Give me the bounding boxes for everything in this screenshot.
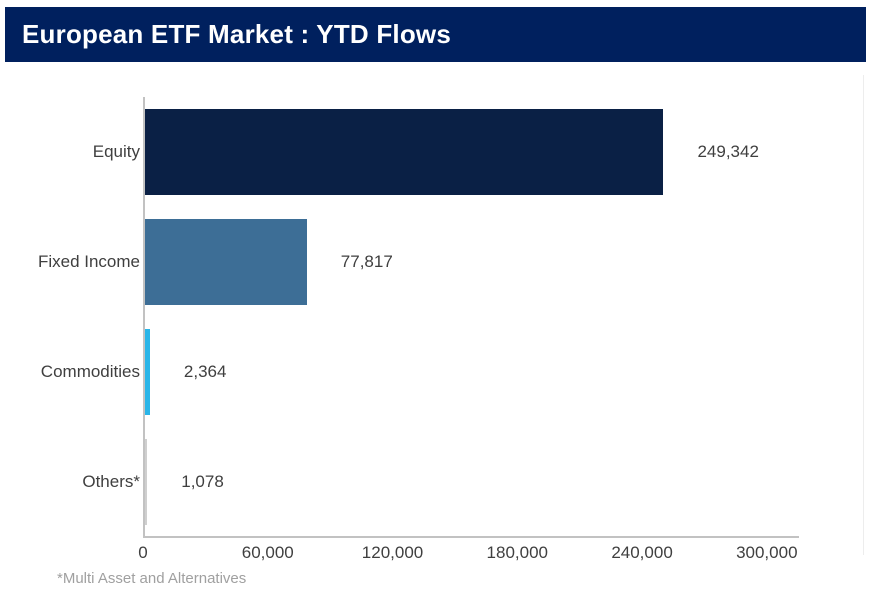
bar-equity	[145, 109, 664, 195]
value-label-equity: 249,342	[697, 142, 759, 161]
x-tick-label: 300,000	[736, 543, 798, 562]
x-tick-label: 0	[138, 543, 148, 562]
x-tick-label: 60,000	[241, 543, 294, 562]
y-axis-line	[143, 97, 145, 538]
category-label-fixed-income: Fixed Income	[37, 252, 140, 271]
category-label-others: Others*	[82, 472, 140, 491]
value-label-commodities: 2,364	[183, 362, 227, 381]
chart-right-border	[863, 75, 864, 555]
x-tick-label: 240,000	[611, 543, 673, 562]
bar-commodities	[145, 329, 150, 415]
x-tick-label: 120,000	[361, 543, 424, 562]
bar-fixed-income	[145, 219, 307, 305]
title-bar: European ETF Market : YTD Flows	[5, 7, 866, 62]
x-axis-line	[143, 536, 799, 538]
footnote: *Multi Asset and Alternatives	[57, 570, 247, 587]
category-label-equity: Equity	[92, 142, 140, 161]
x-tick-label: 180,000	[486, 543, 549, 562]
page-title: European ETF Market : YTD Flows	[22, 19, 452, 49]
value-label-others: 1,078	[181, 472, 224, 491]
category-label-commodities: Commodities	[40, 362, 140, 381]
bar-others	[145, 439, 148, 525]
value-label-fixed-income: 77,817	[340, 252, 393, 271]
